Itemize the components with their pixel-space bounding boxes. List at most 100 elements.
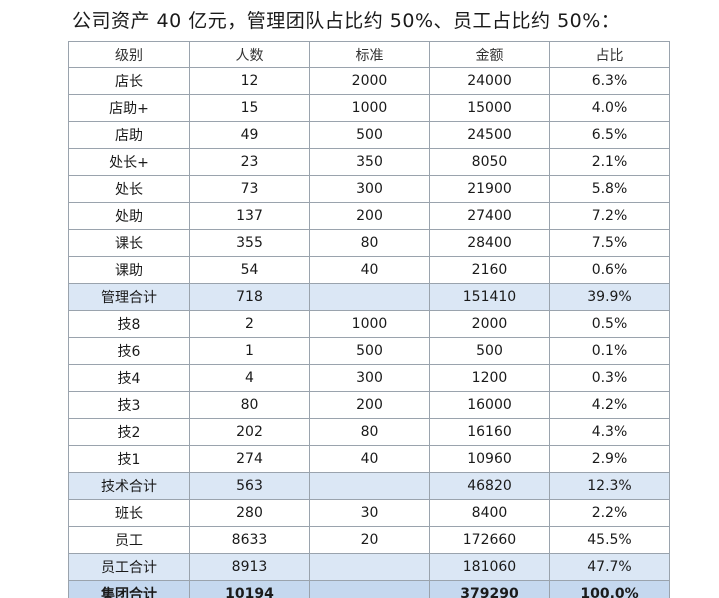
cell-headcount: 1: [189, 337, 310, 365]
table-row: 课助 54 40 2160 0.6%: [68, 256, 670, 284]
cell-level: 集团合计: [68, 580, 190, 598]
cell-level: 员工: [68, 526, 190, 554]
cell-level: 技4: [68, 364, 190, 392]
cell-amount: 8400: [429, 499, 550, 527]
table-row: 技4 4 300 1200 0.3%: [68, 364, 670, 392]
header-share: 占比: [549, 41, 670, 68]
table-row: 员工 8633 20 172660 45.5%: [68, 526, 670, 554]
cell-level: 处长+: [68, 148, 190, 176]
cell-standard: 350: [309, 148, 430, 176]
table-row: 课长 355 80 28400 7.5%: [68, 229, 670, 257]
cell-headcount: 54: [189, 256, 310, 284]
cell-headcount: 4: [189, 364, 310, 392]
subtotal-row: 技术合计 563 46820 12.3%: [68, 472, 670, 500]
cell-standard: 20: [309, 526, 430, 554]
cell-amount: 24000: [429, 67, 550, 95]
cell-share: 2.2%: [549, 499, 670, 527]
cell-headcount: 2: [189, 310, 310, 338]
cell-level: 技3: [68, 391, 190, 419]
cell-amount: 27400: [429, 202, 550, 230]
cell-level: 技8: [68, 310, 190, 338]
cell-standard: [309, 580, 430, 598]
cell-amount: 1200: [429, 364, 550, 392]
subtotal-row: 管理合计 718 151410 39.9%: [68, 283, 670, 311]
header-headcount: 人数: [189, 41, 310, 68]
cell-standard: 40: [309, 445, 430, 473]
cell-amount: 151410: [429, 283, 550, 311]
cell-level: 店长: [68, 67, 190, 95]
cell-share: 7.5%: [549, 229, 670, 257]
cell-amount: 172660: [429, 526, 550, 554]
grand-total-row: 集团合计 10194 379290 100.0%: [68, 580, 670, 598]
cell-amount: 15000: [429, 94, 550, 122]
cell-share: 0.3%: [549, 364, 670, 392]
cell-headcount: 274: [189, 445, 310, 473]
table-row: 店长 12 2000 24000 6.3%: [68, 67, 670, 95]
cell-amount: 379290: [429, 580, 550, 598]
cell-amount: 46820: [429, 472, 550, 500]
cell-standard: 2000: [309, 67, 430, 95]
cell-standard: [309, 472, 430, 500]
table-row: 技2 202 80 16160 4.3%: [68, 418, 670, 446]
cell-level: 店助: [68, 121, 190, 149]
cell-headcount: 137: [189, 202, 310, 230]
header-amount: 金额: [429, 41, 550, 68]
cell-headcount: 10194: [189, 580, 310, 598]
table-header: 级别 人数 标准 金额 占比: [68, 41, 670, 68]
cell-level: 技2: [68, 418, 190, 446]
cell-standard: 80: [309, 229, 430, 257]
cell-headcount: 12: [189, 67, 310, 95]
table-row: 店助 49 500 24500 6.5%: [68, 121, 670, 149]
table-row: 班长 280 30 8400 2.2%: [68, 499, 670, 527]
cell-amount: 10960: [429, 445, 550, 473]
cell-share: 0.1%: [549, 337, 670, 365]
cell-share: 6.3%: [549, 67, 670, 95]
cell-share: 0.6%: [549, 256, 670, 284]
cell-headcount: 563: [189, 472, 310, 500]
cell-standard: 30: [309, 499, 430, 527]
cell-share: 45.5%: [549, 526, 670, 554]
cell-share: 7.2%: [549, 202, 670, 230]
cell-standard: 80: [309, 418, 430, 446]
cell-headcount: 355: [189, 229, 310, 257]
table-body: 店长 12 2000 24000 6.3% 店助+ 15 1000 15000 4.0% 店助 49 5…: [68, 67, 670, 598]
cell-standard: [309, 283, 430, 311]
header-level: 级别: [68, 41, 190, 68]
cell-level: 店助+: [68, 94, 190, 122]
cell-amount: 21900: [429, 175, 550, 203]
cell-amount: 24500: [429, 121, 550, 149]
cell-headcount: 49: [189, 121, 310, 149]
cell-level: 处长: [68, 175, 190, 203]
cell-amount: 2000: [429, 310, 550, 338]
cell-headcount: 202: [189, 418, 310, 446]
cell-amount: 16000: [429, 391, 550, 419]
cell-share: 47.7%: [549, 553, 670, 581]
cell-amount: 500: [429, 337, 550, 365]
cell-amount: 2160: [429, 256, 550, 284]
cell-headcount: 80: [189, 391, 310, 419]
header-standard: 标准: [309, 41, 430, 68]
cell-standard: 200: [309, 202, 430, 230]
table-row: 技1 274 40 10960 2.9%: [68, 445, 670, 473]
cell-headcount: 15: [189, 94, 310, 122]
cell-standard: 200: [309, 391, 430, 419]
cell-standard: [309, 553, 430, 581]
cell-share: 4.0%: [549, 94, 670, 122]
cell-share: 2.9%: [549, 445, 670, 473]
cell-level: 技1: [68, 445, 190, 473]
cell-share: 39.9%: [549, 283, 670, 311]
cell-headcount: 718: [189, 283, 310, 311]
salary-table: 级别 人数 标准 金额 占比 店长 12 2000 24000 6.3% 店助+ 15 100…: [68, 41, 670, 598]
headline: 公司资产 40 亿元，管理团队占比约 50%、员工占比约 50%：: [72, 10, 621, 32]
cell-headcount: 23: [189, 148, 310, 176]
cell-level: 技6: [68, 337, 190, 365]
table-row: 处长+ 23 350 8050 2.1%: [68, 148, 670, 176]
cell-level: 员工合计: [68, 553, 190, 581]
cell-standard: 1000: [309, 310, 430, 338]
cell-headcount: 73: [189, 175, 310, 203]
cell-share: 12.3%: [549, 472, 670, 500]
subtotal-row: 员工合计 8913 181060 47.7%: [68, 553, 670, 581]
cell-standard: 500: [309, 337, 430, 365]
cell-standard: 300: [309, 364, 430, 392]
cell-amount: 16160: [429, 418, 550, 446]
